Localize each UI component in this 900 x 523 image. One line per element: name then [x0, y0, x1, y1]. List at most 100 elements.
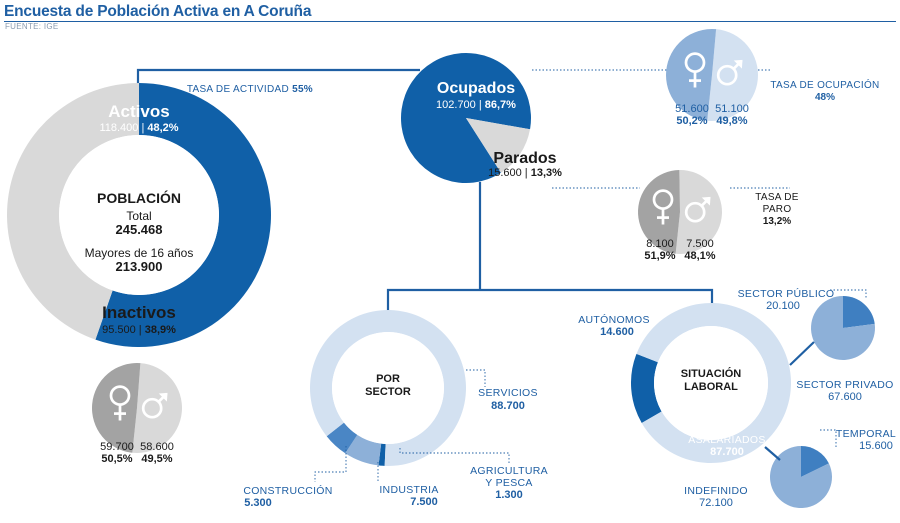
label-temporal: TEMPORAL	[836, 428, 896, 440]
parados-sexo-segment-mujeres	[675, 170, 723, 254]
inactivos-sexo-pct-hombres: 49,5%	[141, 453, 172, 465]
parados-sexo-female-symbol-icon	[652, 189, 674, 225]
pie-segment-parados	[466, 118, 531, 173]
ocupados-sexo-value-mujeres: 51.600	[675, 103, 709, 115]
value-inactivos: 95.500 | 38,9%	[102, 324, 176, 336]
donut-sector-center	[332, 332, 444, 444]
label-total: Total	[126, 209, 151, 223]
parados-sexo-segment-hombres	[638, 170, 680, 254]
label-asalariados: ASALARIADOS	[688, 434, 765, 446]
label-mayores: Mayores de 16 años	[85, 246, 194, 260]
male-symbol-arrow-head	[701, 196, 711, 206]
value-sector-privado: 67.600	[828, 391, 862, 403]
value-ocupados: 102.700 | 86,7%	[436, 99, 516, 111]
value-construccion: 5.300	[244, 497, 272, 509]
value-mayores: 213.900	[116, 259, 163, 274]
label-inactivos: Inactivos	[102, 303, 176, 322]
pie-segment-sector-privado	[811, 296, 875, 360]
value-servicios: 88.700	[491, 400, 525, 412]
inactivos-sexo-segment-hombres	[92, 363, 141, 453]
donut-center	[59, 135, 219, 295]
label-agricultura-line2: Y PESCA	[485, 477, 532, 489]
male-symbol-ring	[141, 397, 163, 419]
donut-segment-activos	[95, 83, 271, 347]
label-indefinido: INDEFINIDO	[684, 485, 748, 497]
label-poblacion-title: POBLACIÓN	[97, 189, 181, 206]
leader-agricultura	[399, 448, 510, 463]
donut-segment-industria	[345, 434, 382, 466]
value-sector-publico: 20.100	[766, 300, 800, 312]
pie-segment-sector-publico	[843, 296, 875, 328]
value-activos: 118.400 | 48,2%	[99, 122, 178, 134]
label-autonomos: AUTÓNOMOS	[578, 313, 650, 326]
annotation-tasa-actividad: TASA DE ACTIVIDAD 55%	[187, 84, 313, 95]
inactivos-sexo-pct-mujeres: 50,5%	[101, 453, 132, 465]
ocupados-sexo-male-symbol-icon	[716, 59, 743, 86]
value-industria: 7.500	[410, 496, 438, 508]
connector-branches	[386, 288, 714, 312]
ocupados-sexo-segment-mujeres	[707, 29, 759, 122]
donut-situacion-center	[654, 326, 768, 440]
donut-segment-inactivos	[6, 82, 139, 340]
donut-segment-autonomos	[631, 353, 662, 423]
ocupados-sexo-segment-hombres	[666, 29, 717, 121]
label-servicios: SERVICIOS	[478, 387, 538, 399]
inactivos-sexo-value-hombres: 58.600	[140, 441, 174, 453]
pie-segment-ocupados	[401, 52, 531, 183]
label-situacion-line1: SITUACIÓN	[681, 367, 742, 380]
annotation-tasa-ocupacion-value: 48%	[815, 92, 835, 103]
inactivos-sexo-segment-mujeres	[132, 363, 183, 453]
label-sector-publico: SECTOR PÚBLICO	[738, 287, 835, 300]
parados-sexo-pct-mujeres: 51,9%	[644, 250, 675, 262]
connector-situacion-contrato	[764, 446, 781, 461]
label-agricultura-line1: AGRICULTURA	[470, 465, 548, 477]
parados-sexo-pct-hombres: 48,1%	[684, 250, 715, 262]
pie-segment-temporal	[801, 446, 829, 477]
value-autonomos: 14.600	[600, 326, 634, 338]
label-construccion: CONSTRUCCIÓN	[243, 484, 332, 497]
connector-situacion-publico	[789, 341, 815, 366]
male-symbol-arrow-head	[158, 392, 168, 402]
value-agricultura: 1.300	[495, 489, 523, 501]
label-por-sector-line1: POR	[376, 373, 400, 385]
ocupados-sexo-female-symbol-icon	[684, 52, 706, 88]
donut-segment-asalariados	[636, 302, 791, 464]
leader-sector-publico	[830, 289, 867, 298]
label-activos: Activos	[108, 102, 169, 121]
label-industria: INDUSTRIA	[379, 484, 438, 496]
value-parados: 15.600 | 13,3%	[488, 167, 562, 179]
annotation-tasa-paro-line1: TASA DE	[755, 192, 799, 203]
annotation-tasa-ocupacion-label: TASA DE OCUPACIÓN	[770, 78, 879, 91]
page-title: Encuesta de Población Activa en A Coruña	[4, 3, 312, 20]
parados-sexo-male-symbol-icon	[684, 196, 711, 223]
source-label: FUENTE: IGE	[5, 22, 59, 31]
value-temporal: 15.600	[859, 440, 893, 452]
label-sector-privado: SECTOR PRIVADO	[796, 379, 893, 391]
leader-servicios	[466, 369, 486, 387]
inactivos-sexo-male-symbol-icon	[141, 392, 168, 419]
label-por-sector-line2: SECTOR	[365, 386, 411, 398]
value-indefinido: 72.100	[699, 497, 733, 509]
header: Encuesta de Población Activa en A Coruña	[4, 2, 896, 22]
parados-sexo-value-hombres: 7.500	[686, 238, 714, 250]
value-asalariados: 87.700	[710, 446, 744, 458]
ocupados-sexo-value-hombres: 51.100	[715, 103, 749, 115]
annotation-tasa-paro-line2: PARO	[763, 204, 792, 215]
pie-segment-indefinido	[770, 446, 832, 509]
donut-segment-construccion	[326, 422, 358, 454]
annotation-tasa-paro-value: 13,2%	[763, 216, 791, 227]
donut-segment-agricultura	[378, 443, 386, 466]
inactivos-sexo-female-symbol-icon	[109, 385, 131, 421]
ocupados-sexo-pct-mujeres: 50,2%	[676, 115, 707, 127]
male-symbol-ring	[684, 201, 706, 223]
label-situacion-line2: LABORAL	[684, 381, 738, 393]
male-symbol-ring	[716, 64, 738, 86]
ocupados-sexo-pct-hombres: 49,8%	[716, 115, 747, 127]
label-parados: Parados	[493, 150, 556, 167]
label-ocupados: Ocupados	[437, 80, 515, 97]
leader-temporal	[820, 429, 837, 447]
value-total: 245.468	[116, 222, 163, 237]
parados-sexo-value-mujeres: 8.100	[646, 238, 674, 250]
inactivos-sexo-value-mujeres: 59.700	[100, 441, 134, 453]
